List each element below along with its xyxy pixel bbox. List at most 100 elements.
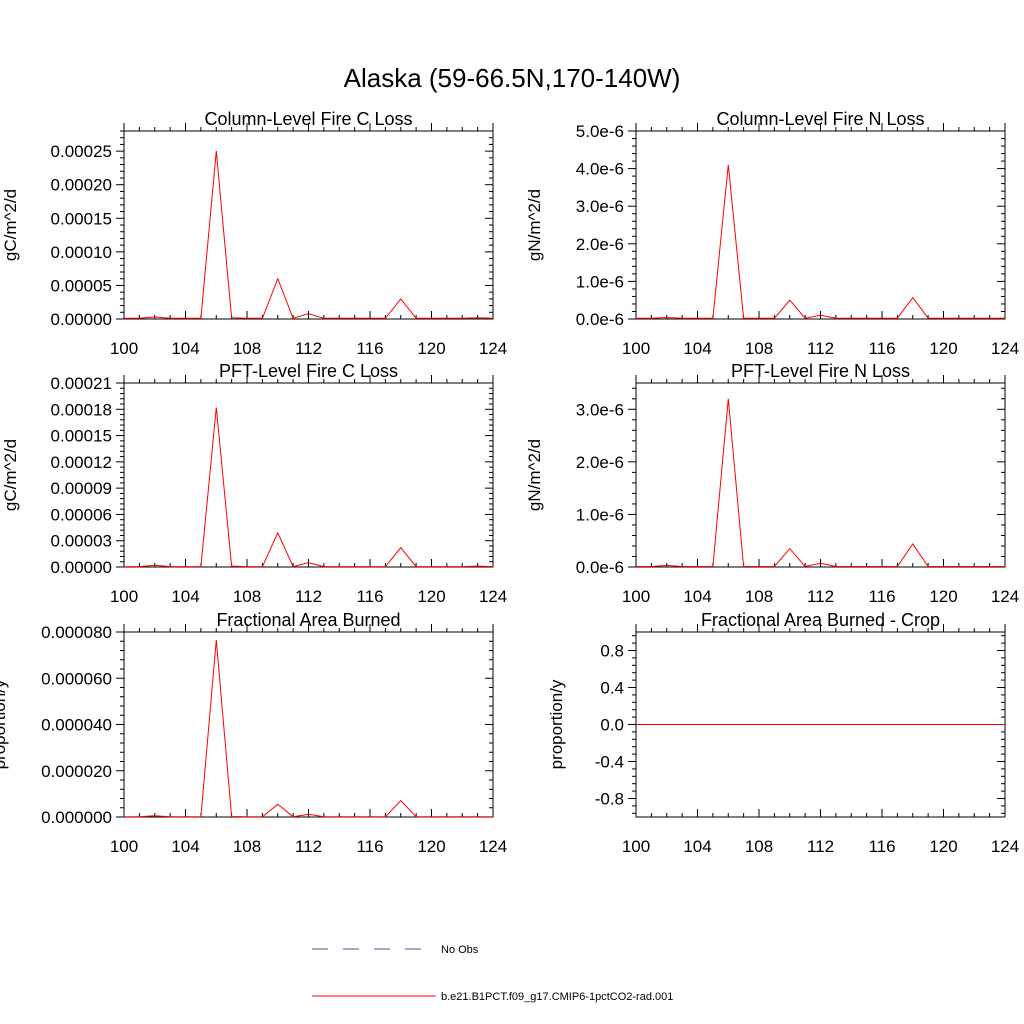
y-tick-label: 0.00006 — [51, 505, 112, 524]
panel-title: Column-Level Fire N Loss — [716, 109, 924, 129]
x-tick-label: 112 — [295, 587, 322, 606]
figure-title: Alaska (59-66.5N,170-140W) — [344, 63, 681, 93]
x-tick-label: 108 — [233, 339, 261, 358]
x-tick-label: 104 — [683, 837, 711, 856]
x-tick-label: 100 — [622, 837, 650, 856]
x-tick-label: 116 — [356, 587, 383, 606]
x-tick-label: 124 — [479, 587, 507, 606]
y-tick-label: 0.000060 — [41, 669, 112, 688]
panel-title: PFT-Level Fire C Loss — [219, 361, 398, 381]
y-tick-label: 0.00015 — [51, 427, 112, 446]
y-tick-label: 0.00021 — [51, 374, 112, 393]
y-tick-label: 0.00000 — [51, 558, 112, 577]
x-tick-label: 100 — [110, 339, 138, 358]
x-tick-label: 100 — [110, 837, 138, 856]
y-tick-label: 0.8 — [600, 642, 624, 661]
panels: 100 104 108 112 116 120 124 0.00000 0.00005 0.000… — [0, 109, 1019, 856]
y-tick-label: -0.8 — [595, 790, 624, 809]
x-tick-label: 104 — [683, 339, 711, 358]
panel-1: 100 104 108 112 116 120 124 0.00000 0.00005 0.000… — [1, 109, 507, 358]
panel-5: 100 104 108 112 116 120 124 0.000000 0.000020 0.0… — [0, 610, 507, 856]
legend: No Obs b.e21.B1PCT.f09_g17.CMIP6-1pctCO2-… — [312, 944, 673, 1003]
y-tick-label: 0.0 — [600, 716, 624, 735]
x-tick-label: 112 — [807, 587, 834, 606]
panel-title: Fractional Area Burned - Crop — [701, 610, 940, 630]
x-tick-label: 120 — [929, 339, 957, 358]
y-tick-label: 2.0e-6 — [576, 453, 624, 472]
plot-frame — [123, 130, 494, 320]
legend-label-1: No Obs — [441, 944, 479, 956]
plot-frame — [123, 631, 494, 818]
y-tick-label: 0.0e-6 — [576, 310, 624, 329]
y-tick-label: 0.0e-6 — [576, 558, 624, 577]
x-tick-label: 124 — [479, 837, 507, 856]
x-tick-label: 104 — [171, 339, 199, 358]
x-tick-label: 116 — [356, 339, 383, 358]
x-tick-label: 124 — [991, 339, 1019, 358]
x-tick-label: 116 — [868, 339, 895, 358]
x-tick-label: 120 — [417, 587, 445, 606]
x-tick-label: 108 — [233, 837, 261, 856]
x-tick-label: 116 — [868, 837, 895, 856]
x-tick-label: 112 — [807, 837, 834, 856]
x-tick-label: 112 — [807, 339, 834, 358]
x-tick-label: 124 — [991, 587, 1019, 606]
plot-frame — [635, 130, 1006, 320]
x-tick-label: 104 — [171, 837, 199, 856]
y-tick-label: 5.0e-6 — [576, 122, 624, 141]
panel-title: Column-Level Fire C Loss — [204, 109, 412, 129]
series-line-1 — [124, 151, 494, 319]
y-axis-label: proportion/y — [547, 679, 566, 769]
x-tick-label: 120 — [417, 339, 445, 358]
series-line-1 — [636, 164, 1005, 319]
x-tick-label: 108 — [233, 587, 261, 606]
x-tick-label: 104 — [683, 587, 711, 606]
legend-label-2: b.e21.B1PCT.f09_g17.CMIP6-1pctCO2-rad.00… — [441, 991, 673, 1003]
panel-title: PFT-Level Fire N Loss — [731, 361, 910, 381]
y-tick-label: 0.000000 — [41, 808, 112, 827]
panel-3: 100 104 108 112 116 120 124 0.00000 0.00003 0.000… — [1, 361, 507, 606]
y-tick-label: 0.00010 — [51, 243, 112, 262]
x-tick-label: 100 — [622, 587, 650, 606]
panel-2: 100 104 108 112 116 120 124 0.0e-6 1.0e-6 2.0e-6 3… — [525, 109, 1019, 358]
series-line-1 — [124, 640, 493, 818]
y-tick-label: 1.0e-6 — [576, 272, 624, 291]
y-tick-label: 0.00005 — [51, 276, 112, 295]
plot-frame — [635, 382, 1006, 568]
y-tick-label: 0.00009 — [51, 479, 112, 498]
y-tick-label: 0.00015 — [51, 209, 112, 228]
y-axis-label: proportion/y — [0, 679, 9, 769]
y-tick-label: 0.00003 — [51, 532, 112, 551]
x-tick-label: 108 — [745, 339, 773, 358]
series-line-1 — [124, 407, 494, 568]
y-axis-label: gC/m^2/d — [1, 189, 20, 261]
x-tick-label: 104 — [171, 587, 199, 606]
x-tick-label: 108 — [745, 837, 773, 856]
y-tick-label: 3.0e-6 — [576, 400, 624, 419]
y-tick-label: 0.00018 — [51, 400, 112, 419]
x-tick-label: 124 — [479, 339, 507, 358]
x-tick-label: 116 — [356, 837, 383, 856]
x-tick-label: 112 — [295, 339, 322, 358]
y-tick-label: 0.000080 — [41, 623, 112, 642]
x-tick-label: 112 — [295, 837, 322, 856]
y-tick-label: 3.0e-6 — [576, 197, 624, 216]
x-tick-label: 120 — [929, 837, 957, 856]
x-tick-label: 120 — [417, 837, 445, 856]
y-tick-label: 0.00012 — [51, 453, 112, 472]
y-tick-label: 0.00025 — [51, 142, 112, 161]
x-tick-label: 108 — [745, 587, 773, 606]
series-line-1 — [636, 398, 1005, 568]
y-axis-label: gN/m^2/d — [525, 439, 544, 511]
x-tick-label: 100 — [622, 339, 650, 358]
plot-frame — [123, 382, 494, 568]
y-tick-label: 0.00020 — [51, 176, 112, 195]
y-tick-label: 2.0e-6 — [576, 235, 624, 254]
y-tick-label: 1.0e-6 — [576, 505, 624, 524]
y-tick-label: 0.000020 — [41, 762, 112, 781]
y-axis-label: gC/m^2/d — [1, 439, 20, 511]
y-tick-label: 0.4 — [600, 679, 624, 698]
y-tick-label: 4.0e-6 — [576, 160, 624, 179]
panel-4: 100 104 108 112 116 120 124 0.0e-6 1.0e-6 2.0e-6 3… — [525, 361, 1019, 606]
